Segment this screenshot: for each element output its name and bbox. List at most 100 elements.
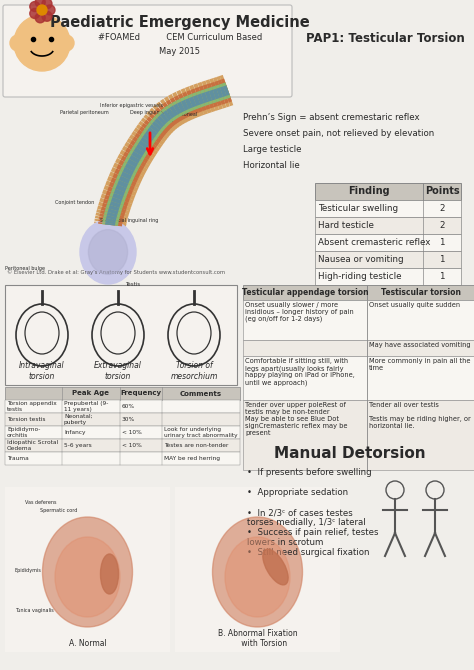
Text: < 10%: < 10% [122,443,142,448]
Text: Testicular appendage torsion: Testicular appendage torsion [242,288,368,297]
Polygon shape [121,155,144,171]
Text: Frequency: Frequency [120,391,162,397]
Polygon shape [182,92,195,115]
Polygon shape [161,108,174,123]
Polygon shape [107,186,131,199]
Polygon shape [104,211,120,218]
Text: More commonly in pain all the
time: More commonly in pain all the time [369,358,471,371]
Polygon shape [146,111,173,135]
Ellipse shape [263,549,288,585]
Polygon shape [213,77,227,109]
Text: Finding: Finding [348,186,390,196]
Polygon shape [134,147,145,156]
Polygon shape [98,202,130,214]
Polygon shape [210,78,223,110]
Polygon shape [205,91,212,102]
Text: < 10%: < 10% [122,430,142,435]
Polygon shape [109,182,133,195]
Text: 1: 1 [439,255,445,264]
Text: Peritoneal bulge: Peritoneal bulge [5,266,45,271]
Text: B. Abnormal Fixation
      with Torsion: B. Abnormal Fixation with Torsion [218,628,297,648]
Polygon shape [159,105,176,126]
Polygon shape [100,214,123,222]
Text: Look for underlying
urinary tract abnormality: Look for underlying urinary tract abnorm… [164,427,237,438]
Polygon shape [208,87,217,103]
Polygon shape [128,144,150,160]
Bar [367,400,474,470]
Polygon shape [186,90,199,114]
Circle shape [37,5,47,15]
Text: Prehn’s Sign = absent cremestaric reflex: Prehn’s Sign = absent cremestaric reflex [243,113,419,121]
Bar [367,300,474,340]
Polygon shape [185,98,192,109]
Polygon shape [144,120,165,137]
Polygon shape [163,111,172,121]
Circle shape [10,35,26,51]
Polygon shape [111,167,142,184]
Polygon shape [97,206,129,218]
Polygon shape [105,223,115,226]
Polygon shape [105,208,121,216]
Polygon shape [145,125,160,138]
Circle shape [14,15,70,71]
Polygon shape [162,102,179,124]
Polygon shape [123,151,146,168]
Polygon shape [100,194,132,208]
Polygon shape [112,173,137,187]
Text: 1: 1 [439,238,445,247]
Polygon shape [180,97,190,113]
Polygon shape [116,184,127,192]
Polygon shape [164,96,184,126]
Polygon shape [196,91,205,107]
Polygon shape [150,119,164,132]
Text: Comments: Comments [180,391,222,397]
Polygon shape [212,86,220,102]
Polygon shape [103,214,119,221]
Ellipse shape [80,220,136,284]
Text: Testiscular torsion: Testiscular torsion [381,288,461,297]
Polygon shape [127,159,138,168]
Bar [367,340,474,356]
Polygon shape [144,114,171,137]
Polygon shape [133,142,149,154]
Bar [5,413,240,426]
Text: Testis: Testis [126,282,141,287]
Text: Prepubertal (9-
11 years): Prepubertal (9- 11 years) [64,401,109,412]
Polygon shape [155,119,164,128]
Polygon shape [107,200,123,209]
Polygon shape [129,155,140,163]
Text: Onset usually quite sudden: Onset usually quite sudden [369,302,460,308]
Polygon shape [149,108,174,133]
Bar [315,200,461,217]
Polygon shape [152,111,172,130]
Polygon shape [178,94,192,117]
Circle shape [35,0,45,7]
Polygon shape [214,81,225,105]
Text: Paediatric Emergency Medicine: Paediatric Emergency Medicine [50,15,310,29]
Bar [315,217,461,234]
Bar [175,487,340,652]
Polygon shape [131,131,160,152]
Polygon shape [198,82,212,113]
Polygon shape [117,164,140,179]
Bar [243,285,367,300]
Text: Neonatal;
puberty: Neonatal; puberty [64,414,92,425]
Polygon shape [129,134,158,155]
Polygon shape [99,219,122,225]
Bar [5,439,240,452]
Polygon shape [135,133,157,149]
Text: Severe onset pain, not relieved by elevation: Severe onset pain, not relieved by eleva… [243,129,434,137]
Polygon shape [132,137,155,153]
Polygon shape [123,168,134,176]
Text: Testes are non-tender: Testes are non-tender [164,443,228,448]
Text: May 2015: May 2015 [159,48,201,56]
Polygon shape [94,218,126,226]
Polygon shape [223,85,229,96]
Polygon shape [100,198,131,211]
Text: Hard testicle: Hard testicle [318,221,374,230]
Polygon shape [102,220,118,224]
Polygon shape [111,197,122,204]
Text: Intravaginal
torsion: Intravaginal torsion [19,361,65,381]
Polygon shape [111,178,135,191]
Polygon shape [197,94,204,105]
